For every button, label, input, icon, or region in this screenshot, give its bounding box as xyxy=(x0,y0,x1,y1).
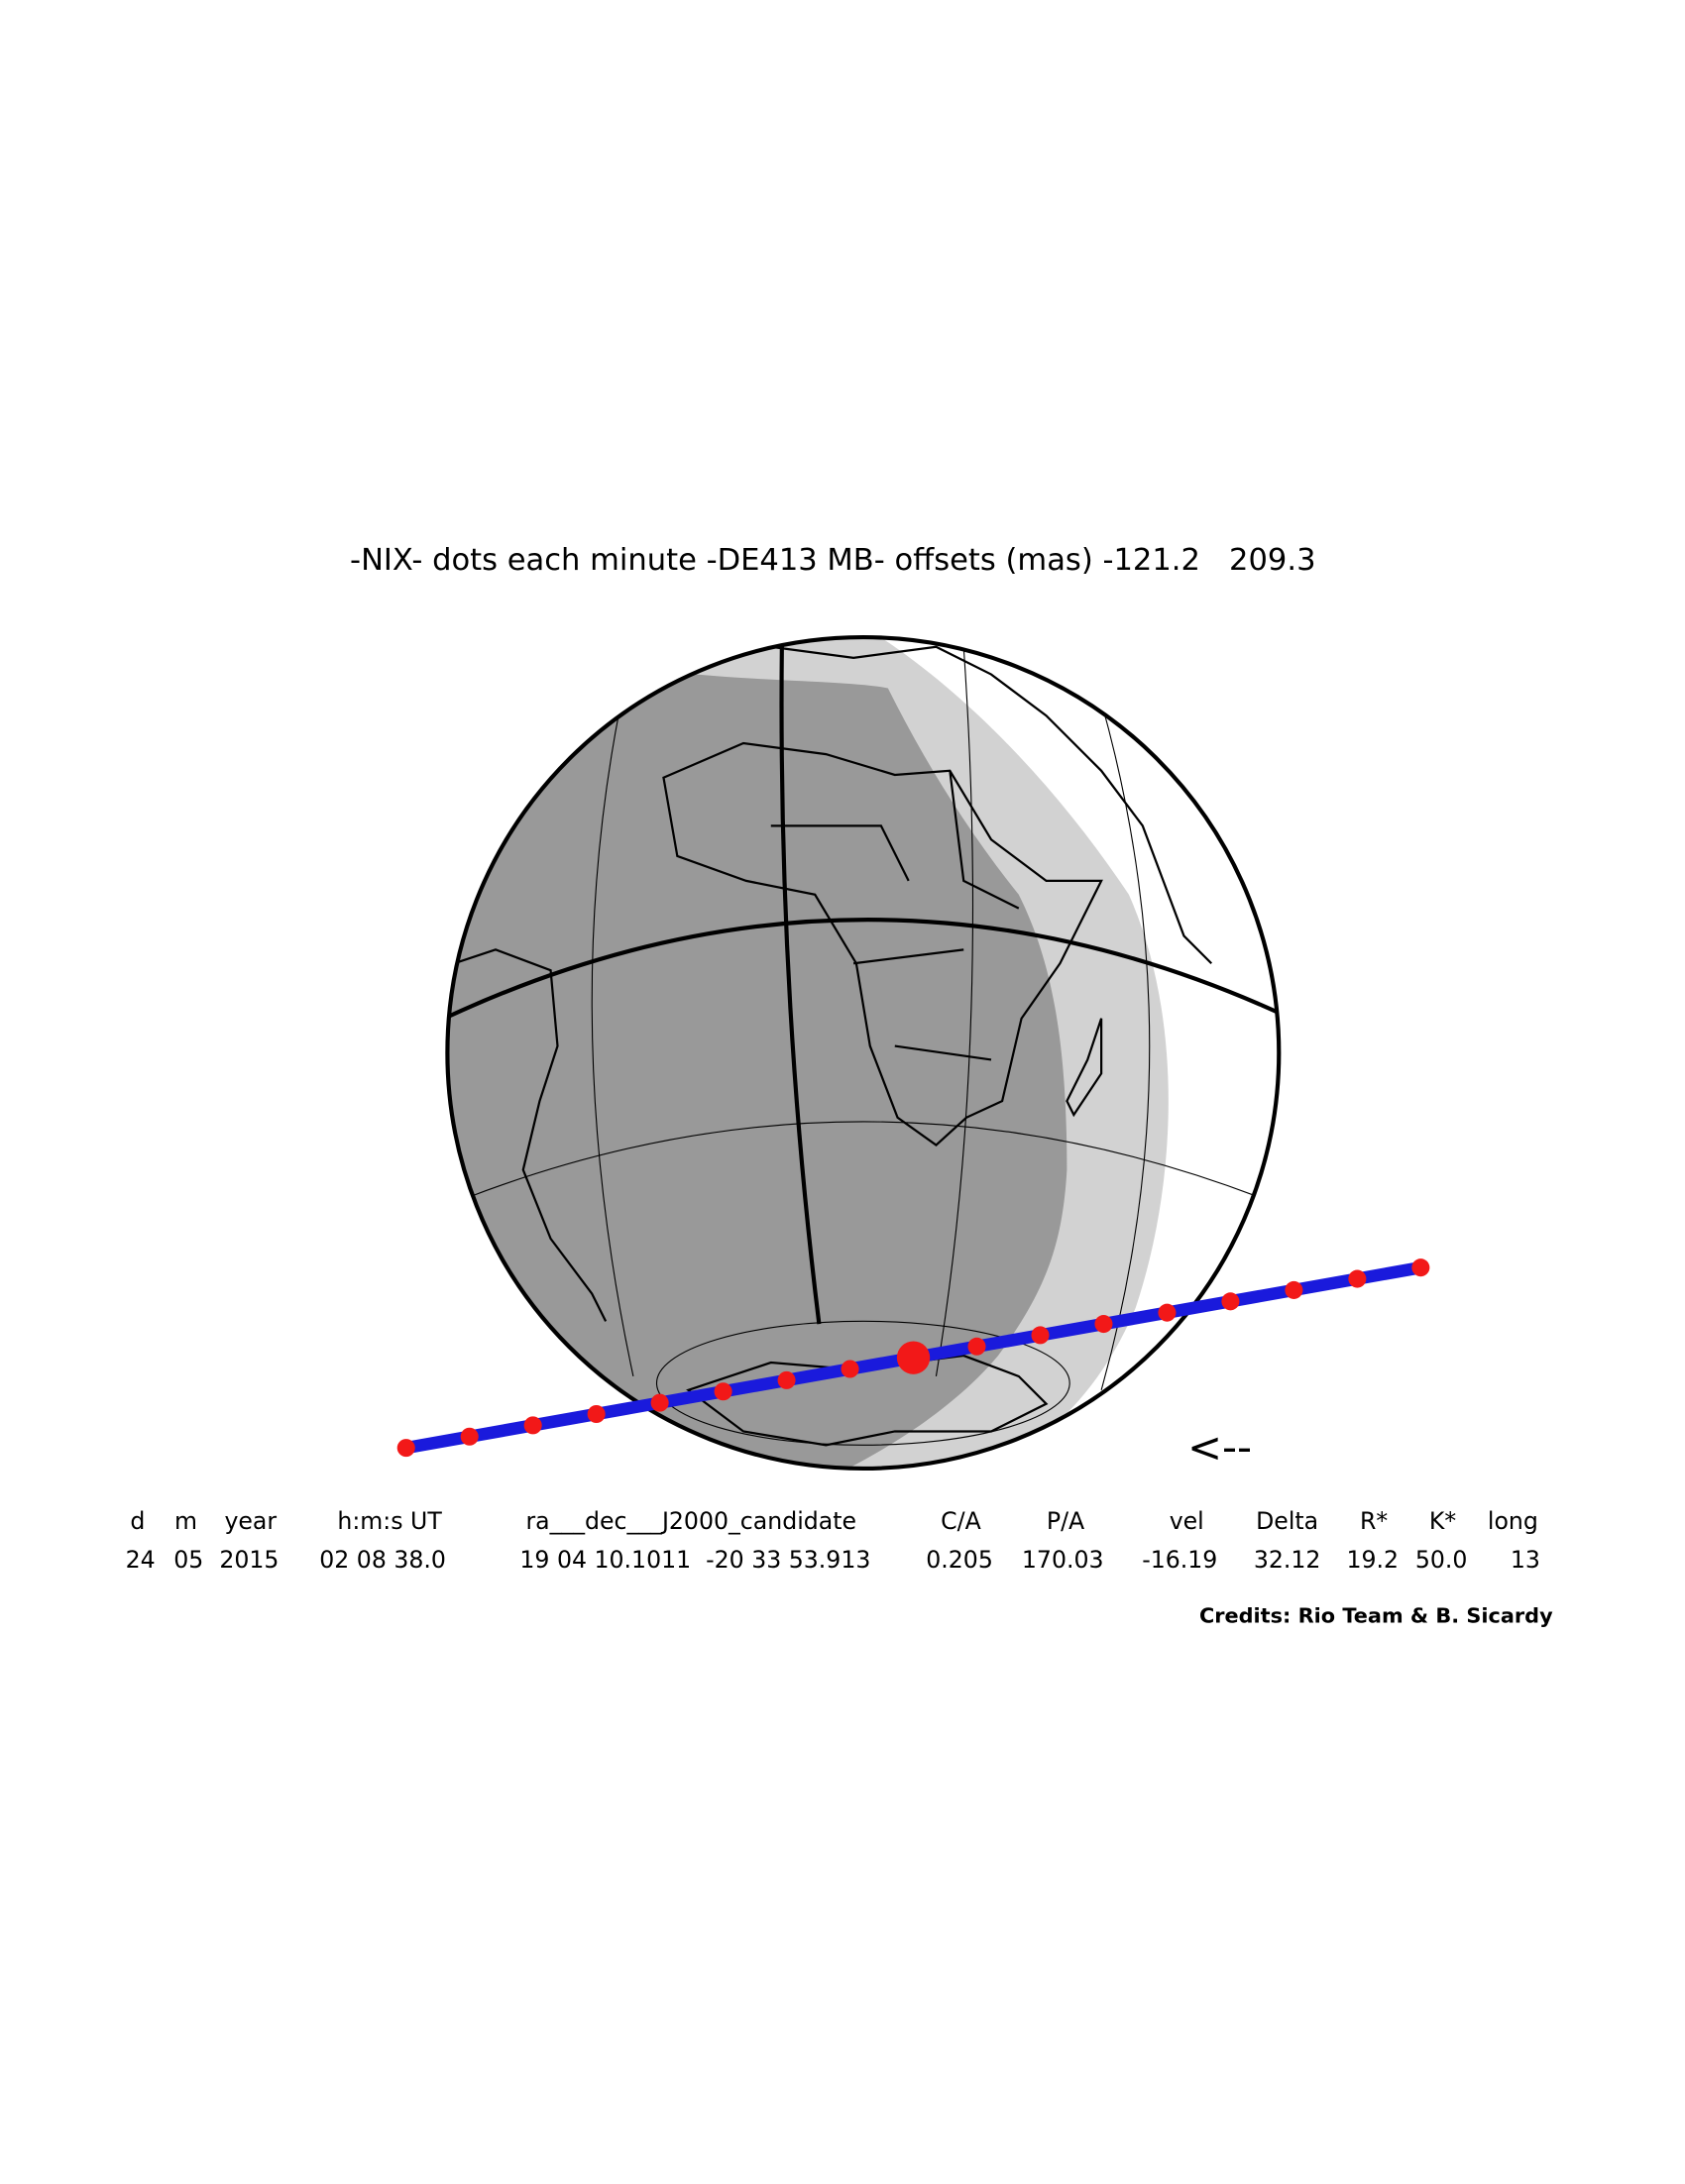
table-value: 0.205 xyxy=(926,1546,993,1574)
table-value: 02 08 38.0 xyxy=(319,1546,446,1574)
globe-outline xyxy=(445,634,1282,1472)
table-header: C/A xyxy=(941,1507,981,1535)
table-header: long xyxy=(1488,1507,1538,1535)
table-value: 19 04 10.1011 -20 33 53.913 xyxy=(519,1546,870,1574)
minute-dot xyxy=(1094,1315,1113,1334)
table-header: K* xyxy=(1429,1507,1456,1535)
minute-dot xyxy=(587,1404,606,1424)
minute-dot xyxy=(523,1416,542,1435)
figure-group: -NIX- dots each minute -DE413 MB- offset… xyxy=(126,543,1553,1628)
minute-dot xyxy=(460,1427,479,1446)
minute-dot xyxy=(896,1341,931,1374)
minute-dot xyxy=(1348,1269,1367,1288)
minute-dot xyxy=(1411,1258,1430,1277)
table-header: P/A xyxy=(1047,1507,1084,1535)
globe xyxy=(447,637,1280,1469)
table-value: 170.03 xyxy=(1022,1546,1104,1574)
direction-arrow: <-- xyxy=(1187,1423,1252,1472)
table-header: R* xyxy=(1360,1507,1388,1535)
table-header: ra___dec___J2000_candidate xyxy=(525,1507,856,1535)
table-value: 2015 xyxy=(219,1546,279,1574)
minute-dot xyxy=(1285,1280,1303,1299)
title: -NIX- dots each minute -DE413 MB- offset… xyxy=(350,543,1315,578)
table-header: vel xyxy=(1170,1507,1204,1535)
minute-dot xyxy=(396,1439,415,1458)
coastlines xyxy=(453,645,1213,1447)
minute-dot xyxy=(967,1337,986,1356)
table-value: 19.2 xyxy=(1346,1546,1399,1574)
table-header: m xyxy=(174,1507,197,1535)
table-value: 05 xyxy=(173,1546,203,1574)
graticule xyxy=(449,641,1278,1446)
table-value: 32.12 xyxy=(1254,1546,1321,1574)
minute-dot xyxy=(650,1393,669,1412)
minute-dot xyxy=(1221,1292,1240,1311)
night-side xyxy=(447,637,1067,1469)
table-value: 24 xyxy=(126,1546,156,1574)
credits: Credits: Rio Team & B. Sicardy xyxy=(1199,1604,1553,1628)
minute-dot xyxy=(1158,1303,1177,1322)
occultation-path xyxy=(396,1258,1430,1458)
table-value: 50.0 xyxy=(1415,1546,1468,1574)
table-header: Delta xyxy=(1256,1507,1318,1535)
minute-dot xyxy=(1031,1326,1050,1345)
table-header: d xyxy=(130,1507,145,1535)
table-header: year xyxy=(224,1507,277,1535)
table-value: -16.19 xyxy=(1142,1546,1217,1574)
minute-dot xyxy=(777,1370,796,1389)
event-table: d m year h:m:s UT ra___dec___J2000_candidate… xyxy=(126,1507,1540,1574)
table-value: 13 xyxy=(1511,1546,1540,1574)
minute-dot xyxy=(841,1360,859,1378)
table-header: h:m:s UT xyxy=(337,1507,442,1535)
minute-dot xyxy=(714,1382,732,1401)
